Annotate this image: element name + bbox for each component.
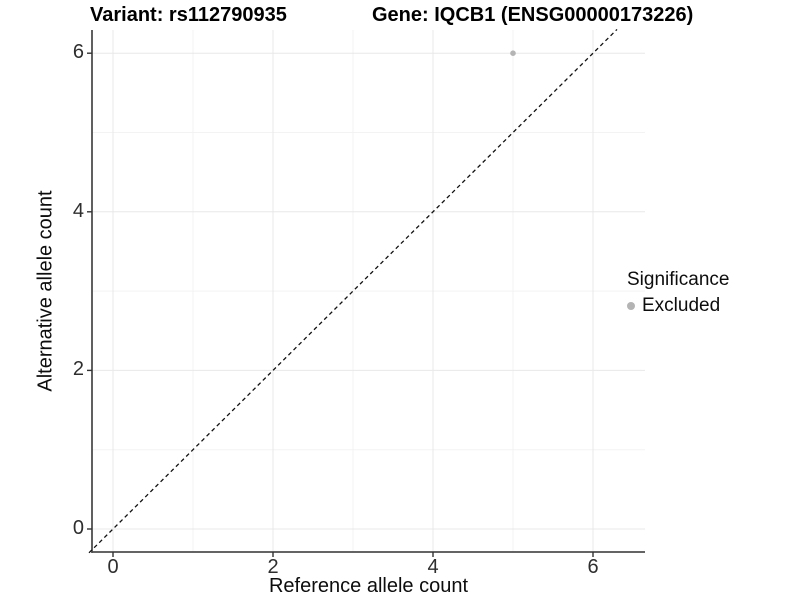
y-axis-tick-label: 6 bbox=[72, 41, 84, 64]
legend: Significance Excluded bbox=[627, 269, 729, 317]
legend-title: Significance bbox=[627, 269, 730, 290]
x-axis-tick-label: 6 bbox=[587, 556, 599, 578]
legend-key-dot-icon bbox=[627, 302, 635, 310]
y-axis-title: Alternative allele count bbox=[34, 190, 57, 392]
x-axis-tick-label: 0 bbox=[107, 556, 119, 578]
legend-item-excluded: Excluded bbox=[627, 295, 729, 317]
plot-title-variant: Variant: rs112790935 bbox=[90, 4, 287, 26]
x-axis-tick-label: 2 bbox=[267, 556, 279, 578]
y-axis-tick-label: 0 bbox=[72, 517, 84, 539]
data-point bbox=[510, 50, 516, 56]
y-axis-tick-label: 4 bbox=[72, 199, 84, 222]
y-axis-tick-label: 2 bbox=[72, 358, 84, 381]
plot-title-gene: Gene: IQCB1 (ENSG00000173226) bbox=[372, 4, 694, 26]
x-axis-tick-label: 4 bbox=[427, 556, 439, 578]
x-axis-title: Reference allele count bbox=[268, 575, 468, 597]
legend-item-label: Excluded bbox=[642, 295, 721, 316]
identity-reference-line bbox=[88, 28, 618, 554]
